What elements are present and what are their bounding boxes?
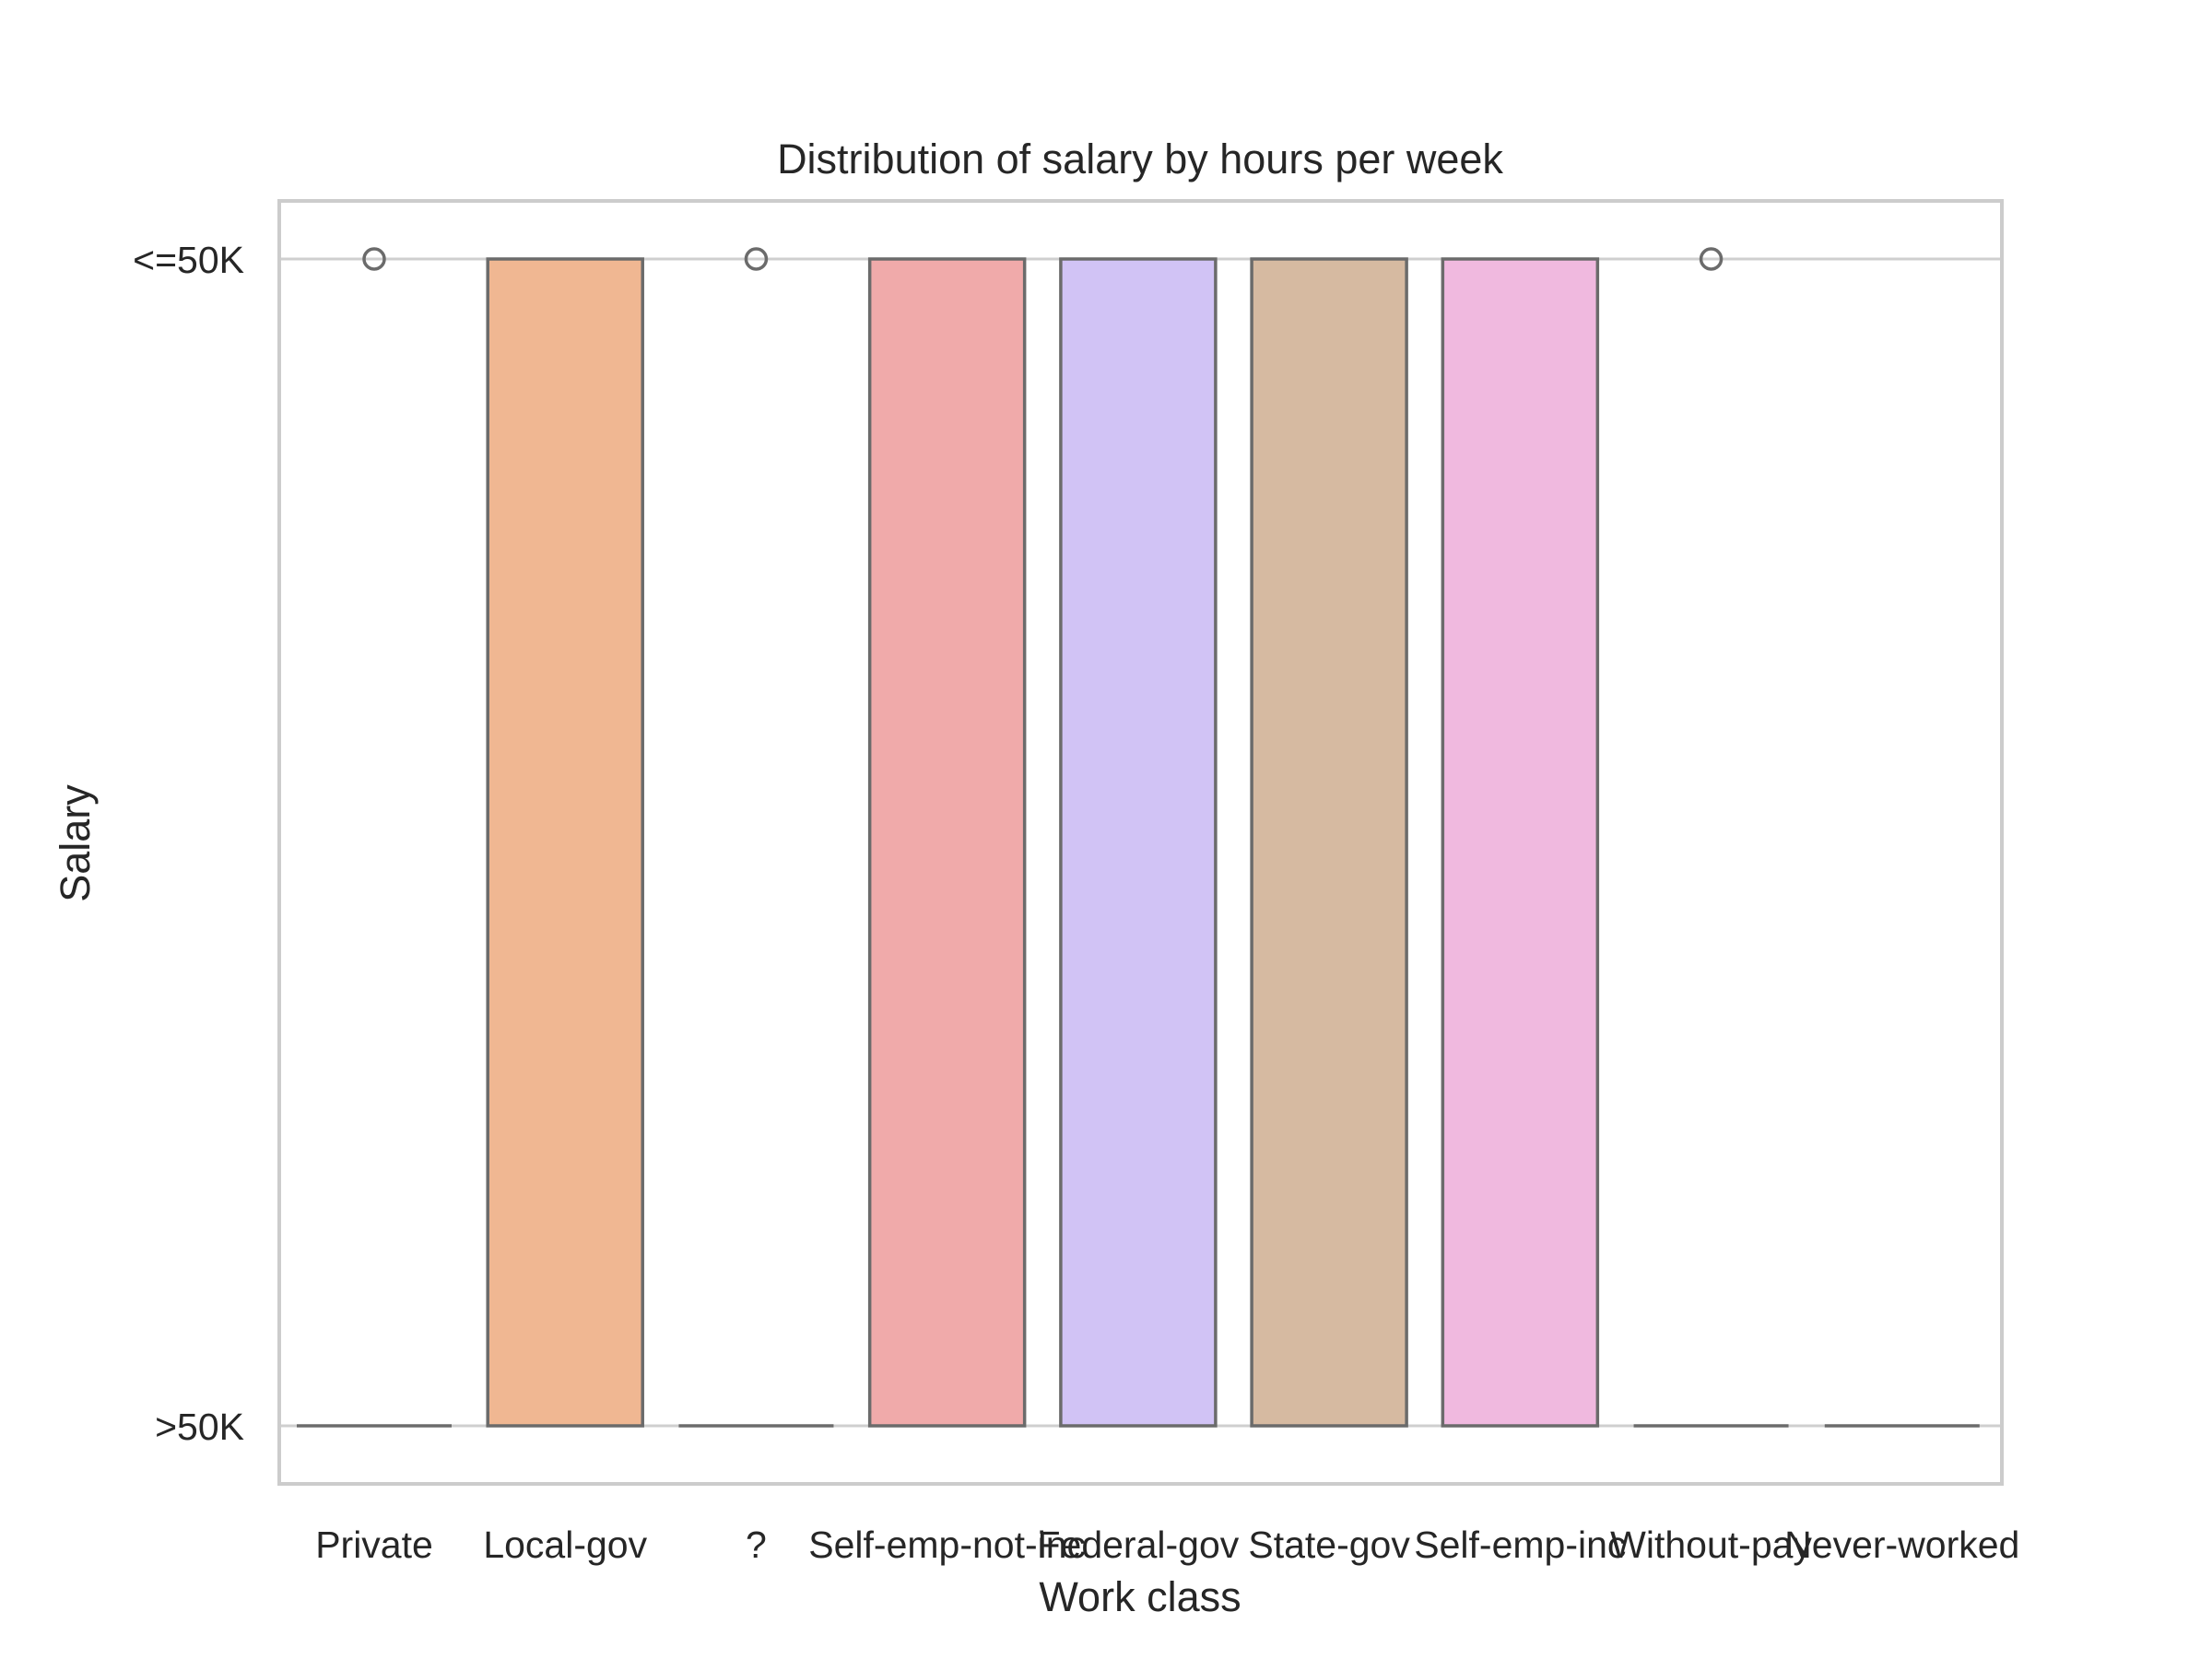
outlier-point bbox=[744, 247, 769, 271]
x-tick-label: ? bbox=[746, 1524, 767, 1566]
x-tick-label: Self-emp-inc bbox=[1414, 1524, 1626, 1566]
box-body bbox=[1059, 257, 1218, 1428]
box-Private bbox=[297, 247, 452, 1428]
x-tick-label: State-gov bbox=[1248, 1524, 1410, 1566]
box-Self-emp-inc bbox=[1441, 257, 1600, 1428]
y-tick-labels: >50K <=50K bbox=[133, 239, 244, 1448]
x-axis-label: Work class bbox=[1039, 1573, 1241, 1620]
x-tick-label: Never-worked bbox=[1784, 1524, 2019, 1566]
chart-title: Distribution of salary by hours per week bbox=[777, 135, 1503, 182]
x-tick-label: Federal-gov bbox=[1037, 1524, 1239, 1566]
x-tick-label: Self-emp-not-inc bbox=[808, 1524, 1086, 1566]
y-tick-label: <=50K bbox=[133, 239, 244, 281]
x-tick-labels: Private Local-gov? Self-emp-not-incFederal… bbox=[315, 1524, 2019, 1566]
y-axis-label: Salary bbox=[52, 784, 99, 902]
box-body bbox=[867, 257, 1027, 1428]
box-body bbox=[1441, 257, 1600, 1428]
plot-frame bbox=[277, 199, 2004, 1486]
box-Federal-gov bbox=[1059, 257, 1218, 1428]
box-State-gov bbox=[1250, 257, 1408, 1428]
x-tick-label: Private bbox=[315, 1524, 433, 1566]
box-body bbox=[1250, 257, 1408, 1428]
y-tick-label: >50K bbox=[155, 1406, 244, 1448]
outlier-point bbox=[1699, 247, 1724, 271]
box-Local-gov bbox=[486, 257, 644, 1428]
x-tick-label: Local-gov bbox=[483, 1524, 647, 1566]
marks-layer bbox=[297, 247, 1980, 1428]
box-Self-emp-not-inc bbox=[867, 257, 1027, 1428]
outlier-point bbox=[362, 247, 386, 271]
x-tick-label: Without-pay bbox=[1610, 1524, 1812, 1566]
box-Without-pay bbox=[1633, 247, 1789, 1428]
box-? bbox=[678, 247, 834, 1428]
box-body bbox=[486, 257, 644, 1428]
